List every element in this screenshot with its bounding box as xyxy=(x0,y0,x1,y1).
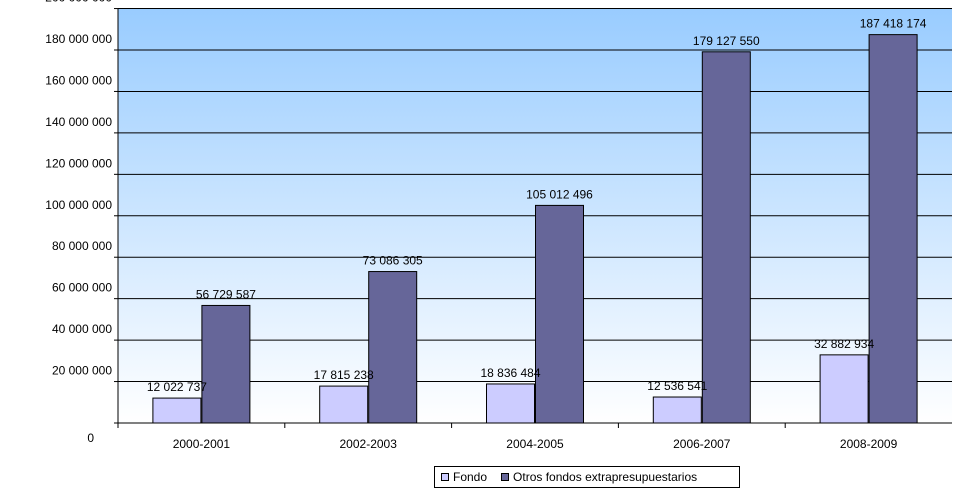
y-tick-label: 80 000 000 xyxy=(52,239,112,253)
data-label: 18 836 484 xyxy=(480,366,540,380)
legend-label-otros-fondos: Otros fondos extrapresupuestarios xyxy=(513,470,698,484)
x-tick-label: 2000-2001 xyxy=(173,437,231,451)
y-tick-label: 100 000 000 xyxy=(45,198,112,212)
bar-otros-fondos xyxy=(868,34,918,424)
labels: 0 20 000 000 40 000 000 60 000 000 80 000 00… xyxy=(45,0,927,451)
legend-swatch-fondo xyxy=(441,473,449,481)
y-tick-label: 160 000 000 xyxy=(45,73,112,87)
chart-legend: Fondo Otros fondos extrapresupuestarios xyxy=(434,466,740,488)
data-label: 12 536 541 xyxy=(647,379,707,393)
legend-item-fondo: Fondo xyxy=(441,470,487,484)
data-label: 32 882 934 xyxy=(814,337,874,351)
bar-fondo xyxy=(819,354,869,424)
x-tick-label: 2008-2009 xyxy=(840,437,898,451)
legend-swatch-otros-fondos xyxy=(501,473,510,481)
data-label: 105 012 496 xyxy=(526,187,593,201)
y-tick-label: 60 000 000 xyxy=(52,281,112,295)
y-tick-label: 0 xyxy=(87,431,94,445)
y-tick-label: 200 000 000 xyxy=(45,0,112,5)
y-tick-label: 40 000 000 xyxy=(52,322,112,336)
bar-otros-fondos xyxy=(701,51,751,424)
bar-fondo xyxy=(319,385,369,424)
bar-otros-fondos xyxy=(535,204,584,424)
y-tick-label: 140 000 000 xyxy=(45,115,112,129)
data-label: 179 127 550 xyxy=(693,34,760,48)
legend-item-otros-fondos: Otros fondos extrapresupuestarios xyxy=(501,470,697,484)
data-label: 12 022 737 xyxy=(147,380,207,394)
y-tick-label: 20 000 000 xyxy=(52,364,112,378)
bar-fondo xyxy=(486,383,535,424)
y-tick-label: 180 000 000 xyxy=(45,32,112,46)
x-tick-label: 2002-2003 xyxy=(340,437,398,451)
legend-label-fondo: Fondo xyxy=(453,470,488,484)
bars xyxy=(152,34,918,424)
bar-fondo xyxy=(152,397,202,424)
data-label: 17 815 238 xyxy=(314,368,374,382)
y-tick-label: 120 000 000 xyxy=(45,156,112,170)
data-label: 73 086 305 xyxy=(363,254,423,268)
bar-otros-fondos xyxy=(201,304,251,424)
bar-otros-fondos xyxy=(368,271,418,424)
data-label: 56 729 587 xyxy=(196,287,256,301)
bar-fondo xyxy=(652,396,702,424)
x-tick-label: 2006-2007 xyxy=(673,437,731,451)
x-tick-label: 2004-2005 xyxy=(506,437,564,451)
data-label: 187 418 174 xyxy=(860,17,927,31)
